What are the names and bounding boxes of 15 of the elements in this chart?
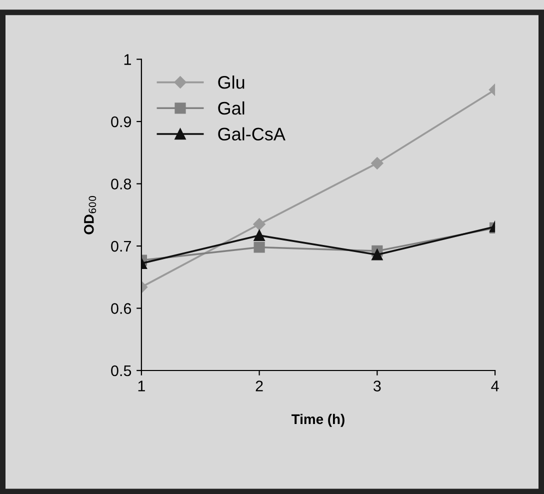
y-tick-label: 0.8 xyxy=(111,178,132,190)
y-tick-label: 0.5 xyxy=(111,365,132,376)
y-tick-label: 0.9 xyxy=(111,116,131,128)
y-tick-label: 0.6 xyxy=(111,303,132,314)
x-tick-label: 3 xyxy=(374,380,381,392)
legend-label: Gal xyxy=(218,101,244,115)
legend-label: Glu xyxy=(218,76,244,89)
legend-label: Gal-CsA xyxy=(218,127,286,141)
x-tick-label: 1 xyxy=(138,380,145,392)
x-tick-label: 4 xyxy=(491,380,499,392)
x-axis-title: Time (h) xyxy=(292,414,344,427)
y-axis-title: OD$_{600}$ xyxy=(84,196,96,234)
y-tick-label: 0.7 xyxy=(111,240,131,252)
y-tick-label: 1 xyxy=(124,54,131,65)
x-tick-label: 2 xyxy=(256,380,263,392)
